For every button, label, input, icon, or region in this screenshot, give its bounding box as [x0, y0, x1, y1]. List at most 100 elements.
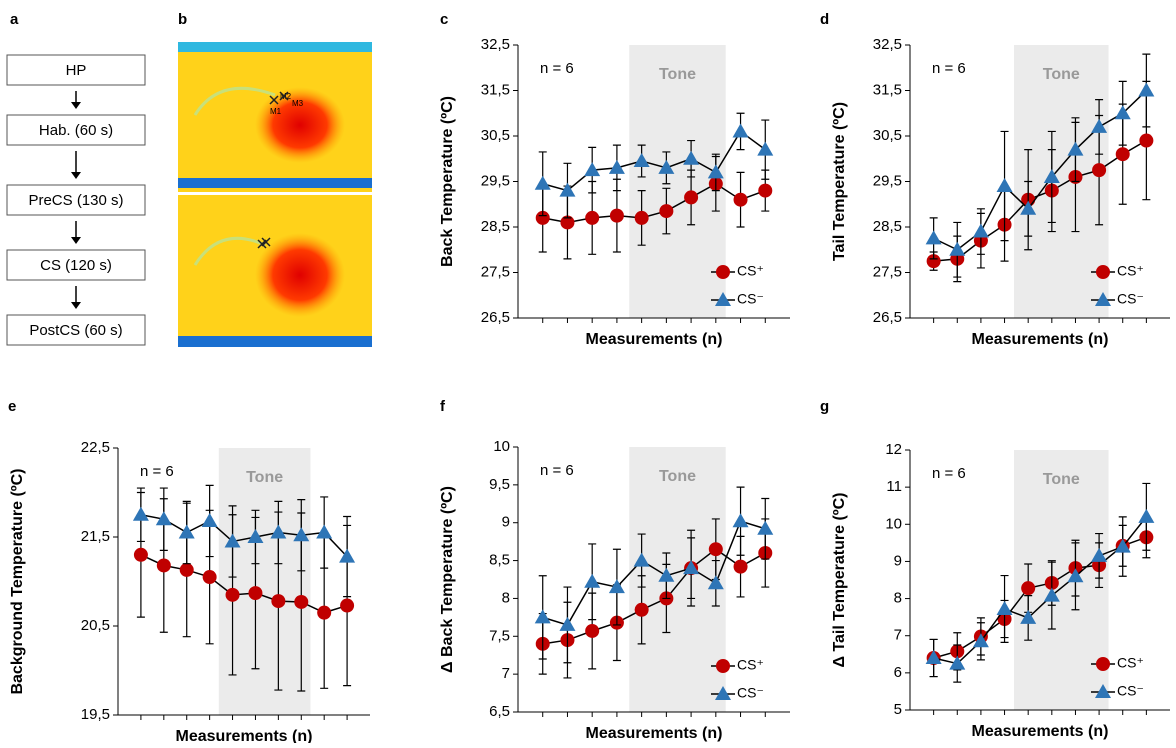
thermal-images: M1 M2 M3 [178, 42, 372, 347]
y-tick-label: 26,5 [481, 309, 510, 326]
point [1092, 163, 1107, 178]
chart: f Tone n = 6 6,5 7 7,5 8 8,5 9 9,5 10 Measurements … [439, 398, 790, 742]
y-tick-label: 9 [502, 514, 510, 531]
point [559, 616, 576, 631]
point [1115, 147, 1130, 162]
tone-region [218, 448, 311, 715]
y-tick-label: 11 [886, 478, 902, 495]
point [560, 215, 575, 230]
image-edge [178, 42, 372, 52]
point [949, 241, 966, 256]
point [732, 123, 749, 138]
point [248, 586, 263, 601]
series-line [933, 516, 1147, 665]
point [996, 178, 1013, 193]
annotation: n = 6 [140, 463, 174, 480]
point [156, 558, 171, 573]
point [972, 223, 989, 238]
y-tick-label: 22,5 [81, 439, 110, 456]
point [585, 623, 600, 638]
point [708, 542, 723, 557]
point [715, 292, 731, 306]
point [716, 265, 730, 279]
tone-region [629, 447, 726, 712]
point [339, 548, 356, 563]
point [658, 567, 675, 582]
point [132, 506, 149, 521]
point [1095, 684, 1111, 698]
annotation: n = 6 [540, 60, 574, 77]
point [634, 602, 649, 617]
flow-step: HP [66, 62, 87, 79]
point [1067, 568, 1084, 583]
y-tick-label: 21,5 [81, 528, 110, 545]
y-axis-label: Δ Back Temperature (ºC) [439, 486, 456, 673]
y-tick-label: 10 [885, 515, 902, 532]
point [294, 594, 309, 609]
point [609, 208, 624, 223]
point [659, 204, 674, 219]
y-tick-label: 30,5 [481, 127, 510, 144]
series-line [933, 139, 1147, 262]
marker-cross [257, 91, 289, 249]
y-tick-label: 29,5 [481, 172, 510, 189]
point [535, 210, 550, 225]
flow-box [6, 54, 146, 86]
flow-arrowhead [71, 237, 81, 244]
series-line [542, 130, 766, 192]
flow-diagram: HP Hab. (60 s) PreCS (130 s) CS (120 s) Post… [6, 54, 146, 346]
point [1020, 200, 1037, 215]
point [1043, 168, 1060, 183]
point [972, 633, 989, 648]
y-tick-label: 32,5 [481, 36, 510, 53]
tone-region [1014, 450, 1109, 710]
flow-arrowhead [71, 302, 81, 309]
point [202, 570, 217, 585]
point [1138, 508, 1155, 523]
point [684, 190, 699, 205]
legend-label: CS⁻ [737, 291, 764, 307]
point [317, 605, 332, 620]
point [757, 141, 774, 156]
point [732, 513, 749, 528]
x-axis-label: Measurements (n) [176, 728, 313, 743]
y-tick-label: 32,5 [873, 36, 902, 53]
marker-label: M1 [270, 107, 282, 116]
point [683, 560, 700, 575]
legend-label: CS⁺ [1117, 263, 1144, 279]
y-tick-label: 7,5 [489, 627, 510, 644]
y-tick-label: 6,5 [489, 703, 510, 720]
legend-label: CS⁻ [737, 685, 764, 701]
panel-label: f [440, 398, 446, 415]
y-tick-label: 7 [894, 627, 902, 644]
rat-tail [193, 236, 266, 266]
point [1043, 587, 1060, 602]
point [633, 153, 650, 168]
point [247, 529, 264, 543]
point [608, 579, 625, 594]
y-tick-label: 30,5 [873, 127, 902, 144]
point [559, 182, 576, 197]
series-line [140, 514, 348, 558]
chart: g Tone n = 6 5 6 7 8 9 10 11 12 Measurements (n) Δ T… [820, 398, 1170, 740]
tone-label: Tone [1043, 471, 1080, 488]
point [733, 192, 748, 207]
flow-step: CS (120 s) [40, 257, 112, 274]
y-tick-label: 19,5 [81, 706, 110, 723]
y-tick-label: 7 [502, 665, 510, 682]
y-tick-label: 27,5 [873, 263, 902, 280]
point [1091, 547, 1108, 562]
point [225, 587, 240, 602]
panel-label: g [820, 398, 829, 415]
point [1095, 292, 1111, 306]
x-axis-label: Measurements (n) [972, 723, 1109, 740]
annotation: n = 6 [540, 462, 574, 479]
legend-label: CS⁺ [737, 263, 764, 279]
chart: e Tone n = 6 19,5 20,5 21,5 22,5 Measurements (… [8, 398, 370, 745]
series-line [140, 554, 348, 614]
annotation: n = 6 [932, 60, 966, 77]
point [293, 527, 310, 542]
series-line [933, 89, 1147, 251]
y-tick-label: 31,5 [873, 81, 902, 98]
